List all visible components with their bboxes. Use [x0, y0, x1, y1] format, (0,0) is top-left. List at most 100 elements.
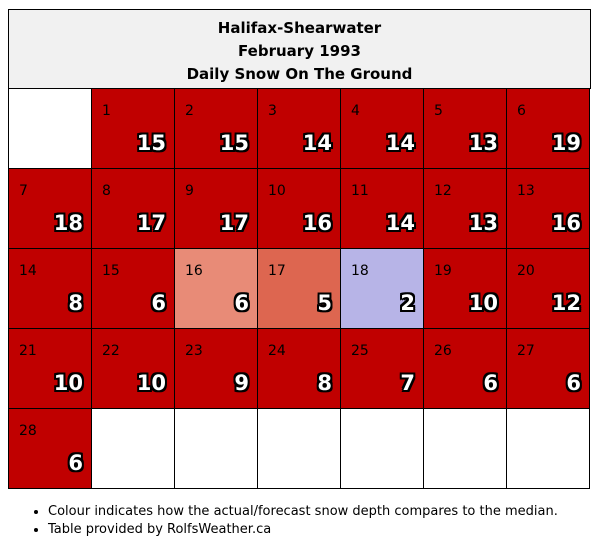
snow-depth-value: 13 — [468, 211, 498, 235]
snow-depth-value: 10 — [136, 371, 166, 395]
snow-depth-value: 10 — [468, 291, 498, 315]
snow-depth-value: 6 — [68, 451, 83, 475]
day-cell: 15 6 — [92, 249, 175, 329]
period-title: February 1993 — [238, 42, 361, 60]
day-number: 7 — [19, 183, 28, 199]
day-number: 25 — [351, 343, 369, 359]
day-cell: 2 15 — [175, 89, 258, 169]
snow-depth-value: 14 — [302, 131, 332, 155]
day-cell: 13 16 — [507, 169, 590, 249]
day-number: 2 — [185, 103, 194, 119]
day-number: 26 — [434, 343, 452, 359]
day-cell: 18 2 — [341, 249, 424, 329]
day-number: 5 — [434, 103, 443, 119]
snow-depth-value: 16 — [302, 211, 332, 235]
station-title: Halifax-Shearwater — [217, 19, 382, 37]
day-number: 24 — [268, 343, 286, 359]
day-number: 18 — [351, 263, 369, 279]
day-number: 1 — [102, 103, 111, 119]
snow-depth-value: 17 — [219, 211, 249, 235]
day-cell: 9 17 — [175, 169, 258, 249]
day-number: 8 — [102, 183, 111, 199]
snow-depth-value: 7 — [400, 371, 415, 395]
day-number: 23 — [185, 343, 203, 359]
snow-depth-value: 6 — [234, 291, 249, 315]
day-number: 9 — [185, 183, 194, 199]
day-number: 11 — [351, 183, 369, 199]
snow-depth-value: 10 — [53, 371, 83, 395]
empty-day-cell — [424, 409, 507, 489]
snow-depth-value: 8 — [68, 291, 83, 315]
day-cell: 8 17 — [92, 169, 175, 249]
metric-title: Daily Snow On The Ground — [186, 65, 413, 83]
empty-day-cell — [258, 409, 341, 489]
note-credit: Table provided by RolfsWeather.ca — [48, 521, 558, 539]
day-number: 6 — [517, 103, 526, 119]
day-cell: 20 12 — [507, 249, 590, 329]
day-number: 27 — [517, 343, 535, 359]
day-cell: 26 6 — [424, 329, 507, 409]
day-cell: 24 8 — [258, 329, 341, 409]
day-cell: 17 5 — [258, 249, 341, 329]
day-cell: 10 16 — [258, 169, 341, 249]
note-colour: Colour indicates how the actual/forecast… — [48, 503, 558, 521]
snow-depth-value: 5 — [317, 291, 332, 315]
snow-depth-value: 9 — [234, 371, 249, 395]
snow-depth-value: 6 — [151, 291, 166, 315]
day-number: 13 — [517, 183, 535, 199]
day-cell: 22 10 — [92, 329, 175, 409]
day-cell: 21 10 — [9, 329, 92, 409]
empty-day-cell — [175, 409, 258, 489]
day-cell: 7 18 — [9, 169, 92, 249]
day-cell: 27 6 — [507, 329, 590, 409]
day-cell: 16 6 — [175, 249, 258, 329]
day-number: 12 — [434, 183, 452, 199]
empty-day-cell — [341, 409, 424, 489]
snow-depth-value: 12 — [551, 291, 581, 315]
snow-depth-value: 16 — [551, 211, 581, 235]
empty-day-cell — [92, 409, 175, 489]
table-header: Halifax-Shearwater February 1993 Daily S… — [8, 9, 591, 89]
snow-depth-value: 17 — [136, 211, 166, 235]
day-number: 10 — [268, 183, 286, 199]
day-cell: 23 9 — [175, 329, 258, 409]
snow-depth-value: 14 — [385, 211, 415, 235]
day-cell: 12 13 — [424, 169, 507, 249]
day-number: 20 — [517, 263, 535, 279]
day-number: 15 — [102, 263, 120, 279]
day-cell: 6 19 — [507, 89, 590, 169]
day-cell: 4 14 — [341, 89, 424, 169]
day-cell: 3 14 — [258, 89, 341, 169]
day-number: 19 — [434, 263, 452, 279]
day-cell: 11 14 — [341, 169, 424, 249]
day-number: 14 — [19, 263, 37, 279]
day-number: 4 — [351, 103, 360, 119]
day-number: 28 — [19, 423, 37, 439]
snow-depth-value: 15 — [219, 131, 249, 155]
calendar-grid: 1 15 2 15 3 14 4 14 5 13 6 19 7 18 8 17 9 17 10 16 11 14 12 13 1… — [8, 89, 591, 489]
snow-depth-value: 18 — [53, 211, 83, 235]
day-cell: 14 8 — [9, 249, 92, 329]
snow-depth-value: 19 — [551, 131, 581, 155]
snow-calendar-table: Halifax-Shearwater February 1993 Daily S… — [8, 9, 591, 489]
empty-day-cell — [507, 409, 590, 489]
day-cell: 1 15 — [92, 89, 175, 169]
snow-depth-value: 13 — [468, 131, 498, 155]
snow-depth-value: 6 — [483, 371, 498, 395]
day-cell: 5 13 — [424, 89, 507, 169]
snow-depth-value: 15 — [136, 131, 166, 155]
snow-depth-value: 14 — [385, 131, 415, 155]
day-cell: 28 6 — [9, 409, 92, 489]
notes-list: Colour indicates how the actual/forecast… — [28, 503, 558, 539]
day-number: 17 — [268, 263, 286, 279]
day-number: 22 — [102, 343, 120, 359]
day-number: 21 — [19, 343, 37, 359]
snow-depth-value: 2 — [400, 291, 415, 315]
snow-depth-value: 8 — [317, 371, 332, 395]
day-number: 16 — [185, 263, 203, 279]
day-cell: 25 7 — [341, 329, 424, 409]
snow-depth-value: 6 — [566, 371, 581, 395]
day-cell: 19 10 — [424, 249, 507, 329]
day-number: 3 — [268, 103, 277, 119]
empty-day-cell — [9, 89, 92, 169]
